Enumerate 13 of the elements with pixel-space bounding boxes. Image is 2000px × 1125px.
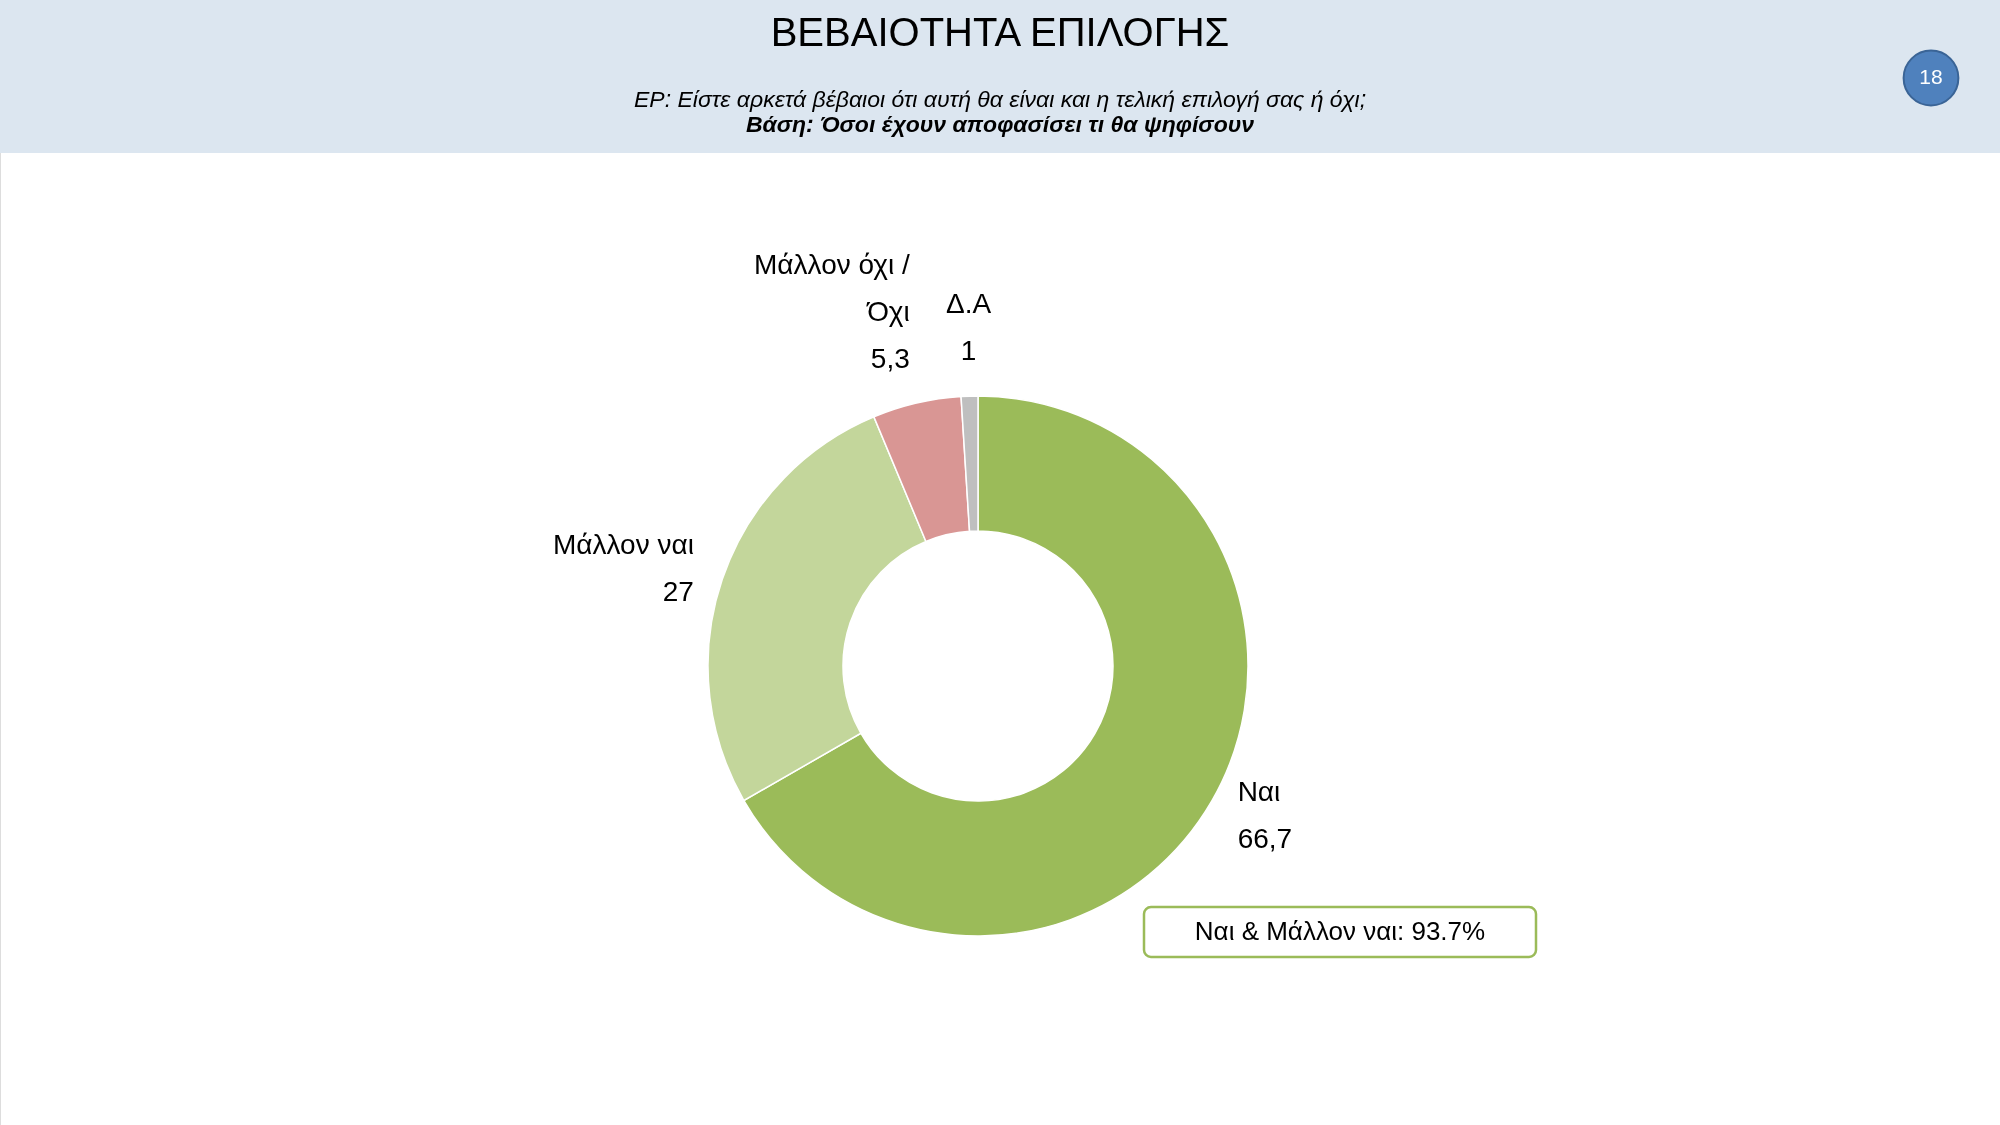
data-label: 66,7	[1237, 822, 1293, 854]
slice-label: Μάλλον όχι / Όχι	[754, 248, 911, 327]
chart-subtitle: ΕΡ: Είστε αρκετά βέβαιοι ότι αυτή θα είναι και η τελική επιλογή σας ή όχι;	[633, 86, 1367, 112]
data-label: 5,3	[870, 342, 910, 374]
chart-title: ΒΕΒΑΙΟΤΗΤΑ ΕΠΙΛΟΓΗΣ	[770, 10, 1230, 54]
text: Ναι & Μάλλον ναι: 93.7%	[1194, 916, 1486, 946]
slice-label: Μάλλον ναι	[553, 529, 694, 561]
slice-label: Ναι	[1237, 775, 1281, 807]
text: 18	[1919, 65, 1943, 88]
text: Βάση: Όσοι έχουν αποφασίσει τι θα ψηφίσουν	[745, 111, 1255, 137]
slice-label: Δ.Α	[945, 288, 992, 320]
data-label: 27	[662, 576, 694, 608]
data-label: 1	[960, 335, 977, 367]
